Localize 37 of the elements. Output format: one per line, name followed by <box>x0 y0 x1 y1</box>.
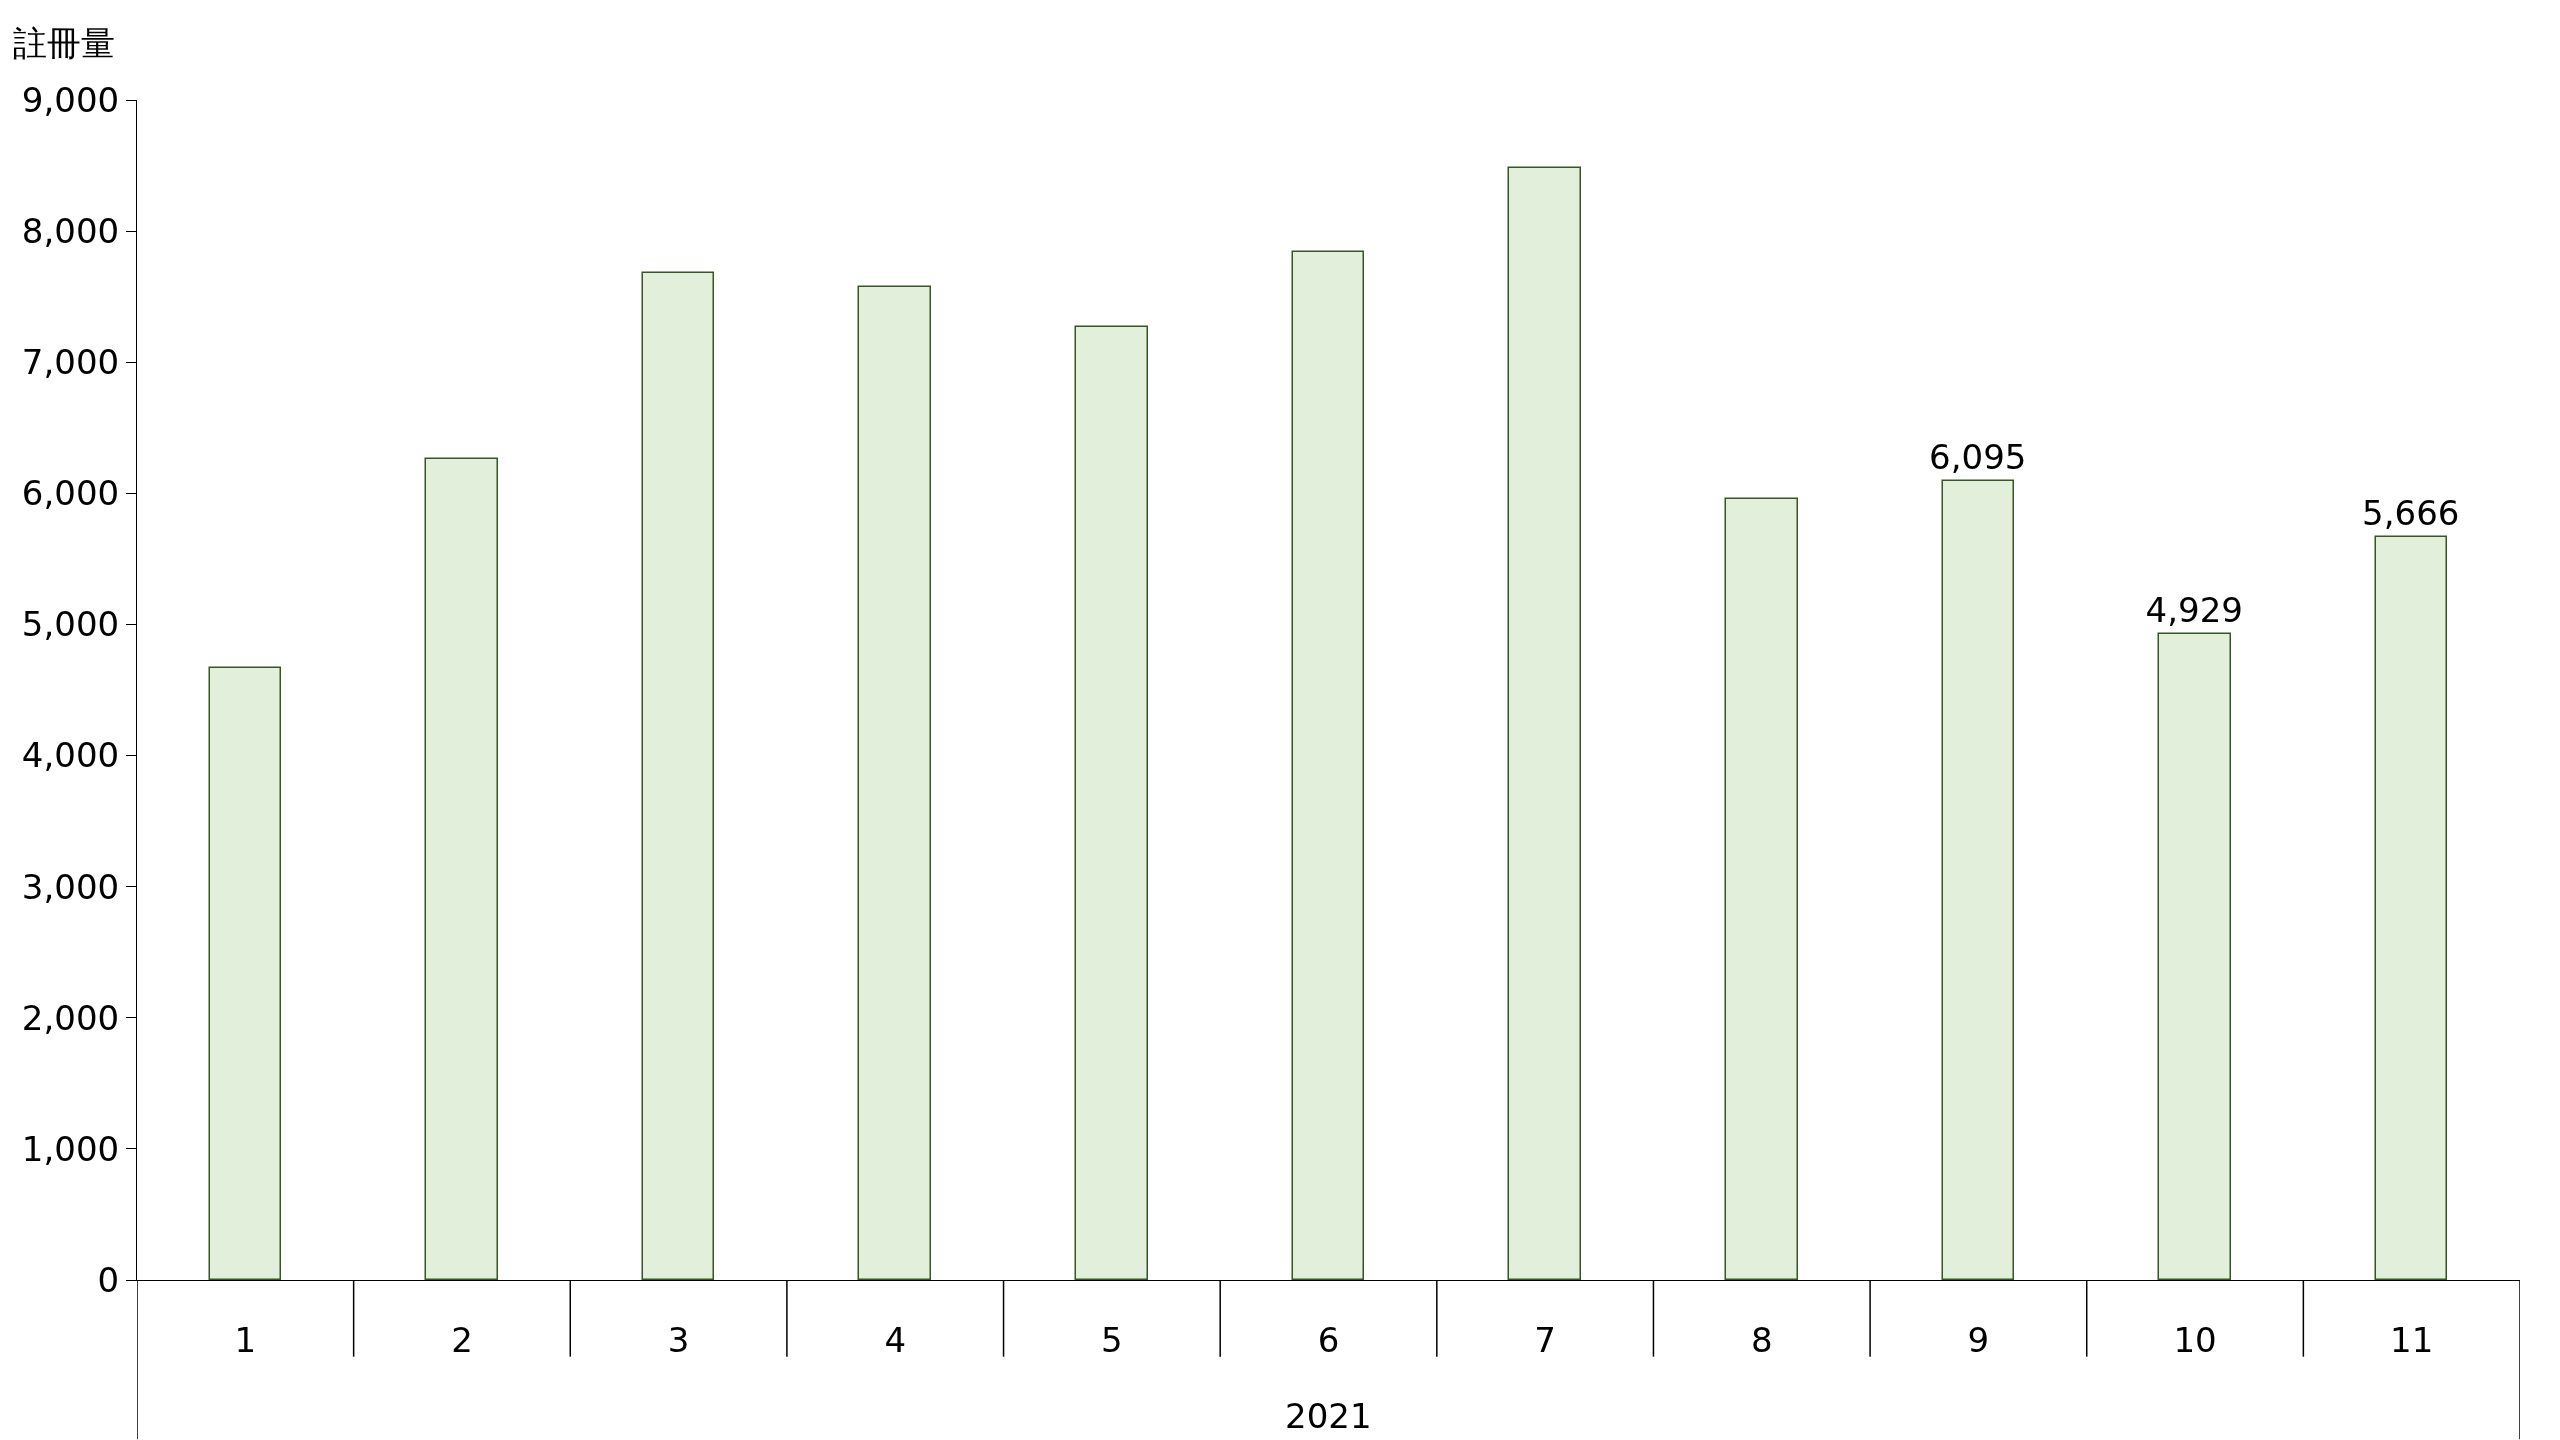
y-tick-label: 6,000 <box>21 473 120 514</box>
y-tick-label: 1,000 <box>21 1128 120 1169</box>
x-tick-label: 1 <box>234 1319 257 1360</box>
x-tick-label: 11 <box>2390 1319 2434 1360</box>
y-tick-label: 0 <box>97 1259 120 1300</box>
x-tick-label: 10 <box>2173 1319 2217 1360</box>
data-label: 6,095 <box>1929 437 2027 478</box>
x-tick-label: 4 <box>884 1319 907 1360</box>
bar <box>1507 166 1581 1280</box>
y-tick-label: 4,000 <box>21 735 120 776</box>
y-tick-label: 8,000 <box>21 211 120 252</box>
x-axis-title: 2021 <box>1285 1396 1372 1436</box>
x-tick-label: 7 <box>1534 1319 1556 1360</box>
bar <box>641 271 714 1280</box>
data-label: 4,929 <box>2145 590 2243 631</box>
x-tick-label: 3 <box>667 1319 690 1360</box>
bar <box>857 285 931 1280</box>
data-label: 5,666 <box>2362 493 2460 534</box>
x-tick-label: 5 <box>1101 1319 1123 1360</box>
y-tick-label: 2,000 <box>21 997 120 1038</box>
bar <box>1724 497 1798 1280</box>
bar <box>1074 325 1148 1280</box>
y-tick-label: 3,000 <box>21 866 120 907</box>
x-tick-label: 8 <box>1750 1319 1773 1360</box>
bar <box>208 666 281 1280</box>
bar <box>2374 535 2447 1280</box>
bar <box>2157 632 2231 1280</box>
bar <box>424 457 498 1280</box>
y-tick-label: 9,000 <box>21 79 120 120</box>
bar <box>1291 250 1364 1280</box>
bar <box>1941 479 2014 1280</box>
y-tick-label: 5,000 <box>21 604 120 645</box>
x-tick-label: 2 <box>451 1319 473 1360</box>
x-tick-label: 6 <box>1317 1319 1340 1360</box>
y-tick-label: 7,000 <box>21 342 120 383</box>
x-tick-label: 9 <box>1967 1319 1990 1360</box>
y-axis-title: 註冊量 <box>13 23 115 63</box>
